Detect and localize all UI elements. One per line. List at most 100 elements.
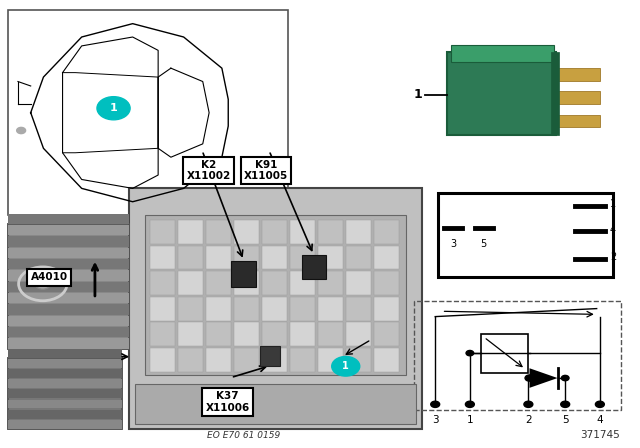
Bar [290,348,315,372]
Bar [234,246,259,269]
Text: K2
X11002: K2 X11002 [186,160,230,181]
Bar [317,297,343,321]
Text: 4: 4 [610,224,616,234]
Bar [262,271,287,295]
Bar [260,346,280,366]
Bar [8,369,122,378]
Circle shape [35,279,51,289]
Bar [346,323,371,346]
Bar [317,271,343,295]
Bar [8,359,122,368]
Bar [206,220,231,244]
Circle shape [595,401,604,407]
Bar [374,220,399,244]
Bar [8,214,129,224]
Text: A4010: A4010 [31,272,68,282]
Bar [262,323,287,346]
Bar [438,193,613,277]
Bar [317,246,343,269]
Bar [262,246,287,269]
Bar [414,301,621,410]
Bar [290,297,315,321]
Text: 5: 5 [481,239,487,250]
Bar [451,45,554,62]
Circle shape [465,401,474,407]
Text: EO E70 61 0159: EO E70 61 0159 [207,431,280,440]
Bar [129,188,422,429]
Bar [8,270,129,280]
Bar [206,297,231,321]
Bar [551,52,559,135]
Bar [556,68,600,81]
Bar [145,215,406,375]
Bar [8,236,129,247]
Bar [206,271,231,295]
Bar [346,246,371,269]
Bar [8,389,122,398]
Bar [301,255,326,279]
Circle shape [431,401,440,407]
Bar [234,323,259,346]
Text: 2: 2 [610,252,616,262]
Bar [178,220,204,244]
Bar [290,323,315,346]
Bar [178,271,204,295]
Text: 1: 1 [610,199,616,209]
Bar [8,349,122,358]
Text: 2: 2 [525,415,532,425]
Bar [8,304,129,314]
Bar [317,220,343,244]
Bar [8,358,122,429]
Text: 1: 1 [342,361,349,371]
Bar [8,293,129,303]
Bar [150,297,175,321]
Bar [8,410,122,418]
Text: 1: 1 [109,103,117,113]
Bar [8,248,129,258]
Bar [8,224,129,349]
Circle shape [332,357,360,376]
Circle shape [466,350,474,356]
Bar [150,246,175,269]
Bar [8,420,122,429]
Circle shape [561,375,569,381]
Bar [150,271,175,295]
Bar [374,323,399,346]
Bar [8,224,129,349]
Bar [150,323,175,346]
Bar [8,259,129,269]
Bar [374,297,399,321]
Text: 3: 3 [432,415,438,425]
Bar [150,348,175,372]
Bar [8,10,288,215]
Bar [290,246,315,269]
Bar [556,91,600,104]
Bar [178,246,204,269]
Bar [135,384,415,424]
Bar [374,348,399,372]
Bar [447,52,556,135]
Text: 1: 1 [413,88,422,101]
Circle shape [525,375,534,381]
Bar [234,220,259,244]
Text: K91
X11005: K91 X11005 [244,160,288,181]
Bar [346,220,371,244]
Bar [178,323,204,346]
Bar [206,246,231,269]
Bar [481,333,529,373]
Bar [178,297,204,321]
Bar [346,348,371,372]
Bar [206,348,231,372]
Bar [262,297,287,321]
Text: 1: 1 [467,415,473,425]
Bar [234,297,259,321]
Bar [317,348,343,372]
Bar [262,348,287,372]
Bar [556,115,600,127]
Bar [290,220,315,244]
Text: 5: 5 [562,415,568,425]
Bar [8,225,129,235]
Bar [346,297,371,321]
Bar [8,358,122,429]
Text: 3: 3 [450,239,456,250]
